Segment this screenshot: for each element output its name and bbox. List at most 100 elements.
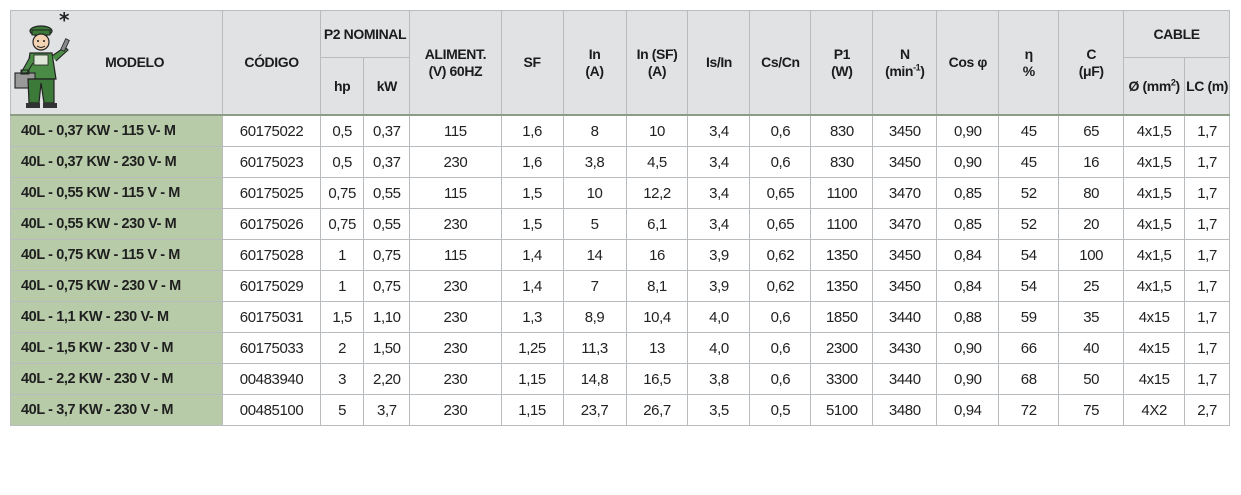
header-cs-cn: Cs/Cn bbox=[749, 10, 812, 116]
cell-diam: 4x1,5 bbox=[1123, 146, 1186, 178]
cell-hp: 0,5 bbox=[319, 146, 365, 178]
cell-isin: 3,4 bbox=[687, 114, 751, 147]
cell-diam: 4x15 bbox=[1123, 332, 1186, 364]
header-diam-close: ) bbox=[1175, 77, 1181, 94]
cell-cscn: 0,65 bbox=[749, 177, 812, 209]
cell-modelo: 40L - 2,2 KW - 230 V - M bbox=[9, 363, 224, 395]
header-in-line2: (A) bbox=[585, 62, 604, 79]
cell-p1: 1100 bbox=[810, 208, 874, 240]
cell-lc: 1,7 bbox=[1184, 146, 1230, 178]
cell-codigo: 60175029 bbox=[222, 270, 321, 302]
header-in: In (A) bbox=[562, 10, 627, 116]
cell-in: 7 bbox=[562, 270, 627, 302]
cell-n: 3430 bbox=[872, 332, 938, 364]
cell-modelo: 40L - 0,55 KW - 115 V - M bbox=[9, 177, 224, 209]
cell-hp: 2 bbox=[319, 332, 365, 364]
cell-in: 14 bbox=[562, 239, 627, 271]
cell-codigo: 60175023 bbox=[222, 146, 321, 178]
cell-eta: 54 bbox=[998, 270, 1060, 302]
table-row: 40L - 0,55 KW - 115 V - M 60175025 0,75 0,5… bbox=[9, 177, 1230, 209]
cell-lc: 1,7 bbox=[1184, 114, 1230, 147]
header-sf: SF bbox=[500, 10, 564, 116]
cell-lc: 1,7 bbox=[1184, 332, 1230, 364]
cell-in: 10 bbox=[562, 177, 627, 209]
cell-n: 3450 bbox=[872, 270, 938, 302]
header-c-line1: C bbox=[1086, 45, 1097, 62]
cell-lc: 1,7 bbox=[1184, 208, 1230, 240]
cell-c: 40 bbox=[1058, 332, 1125, 364]
header-aliment: ALIMENT. (V) 60HZ bbox=[409, 10, 502, 116]
header-eta-line2: % bbox=[1022, 62, 1035, 79]
header-in-sf-line2: (A) bbox=[647, 62, 667, 79]
cell-isin: 4,0 bbox=[687, 332, 751, 364]
cell-p1: 830 bbox=[810, 114, 874, 147]
header-cable: CABLE bbox=[1123, 10, 1230, 58]
cell-hp: 5 bbox=[319, 394, 365, 426]
cell-kw: 0,75 bbox=[363, 270, 411, 302]
cell-n: 3470 bbox=[872, 208, 938, 240]
cell-codigo: 00485100 bbox=[222, 394, 321, 426]
cell-cos: 0,90 bbox=[936, 146, 1000, 178]
cell-n: 3470 bbox=[872, 177, 938, 209]
cell-sf: 1,5 bbox=[500, 177, 564, 209]
cell-lc: 2,7 bbox=[1184, 394, 1230, 426]
cell-diam: 4x15 bbox=[1123, 363, 1186, 395]
cell-isin: 3,4 bbox=[687, 208, 751, 240]
pump-spec-table: * MODELO bbox=[9, 10, 1230, 426]
cell-eta: 45 bbox=[998, 146, 1060, 178]
cell-insf: 4,5 bbox=[625, 146, 689, 178]
cell-codigo: 00483940 bbox=[222, 363, 321, 395]
cell-in: 5 bbox=[562, 208, 627, 240]
cell-hp: 3 bbox=[319, 363, 365, 395]
cell-aliment: 230 bbox=[409, 332, 502, 364]
cell-aliment: 230 bbox=[409, 208, 502, 240]
cell-sf: 1,15 bbox=[500, 363, 564, 395]
cell-cos: 0,88 bbox=[936, 301, 1000, 333]
cell-n: 3480 bbox=[872, 394, 938, 426]
cell-in: 3,8 bbox=[562, 146, 627, 178]
cell-eta: 54 bbox=[998, 239, 1060, 271]
cell-modelo: 40L - 0,55 KW - 230 V- M bbox=[9, 208, 224, 240]
header-p1-line2: (W) bbox=[831, 62, 853, 79]
cell-modelo: 40L - 0,75 KW - 230 V - M bbox=[9, 270, 224, 302]
cell-p1: 1350 bbox=[810, 270, 874, 302]
cell-c: 65 bbox=[1058, 114, 1125, 147]
header-p2-nominal: P2 NOMINAL bbox=[319, 10, 411, 58]
cell-sf: 1,15 bbox=[500, 394, 564, 426]
cell-codigo: 60175028 bbox=[222, 239, 321, 271]
table-row: 40L - 0,75 KW - 115 V - M 60175028 1 0,75 11… bbox=[9, 239, 1230, 271]
cell-lc: 1,7 bbox=[1184, 177, 1230, 209]
cell-isin: 3,8 bbox=[687, 363, 751, 395]
cell-diam: 4x1,5 bbox=[1123, 208, 1186, 240]
header-c-line2: (μF) bbox=[1078, 62, 1104, 79]
cell-lc: 1,7 bbox=[1184, 270, 1230, 302]
header-lc: LC (m) bbox=[1184, 57, 1230, 116]
cell-kw: 0,55 bbox=[363, 208, 411, 240]
cell-modelo: 40L - 1,5 KW - 230 V - M bbox=[9, 332, 224, 364]
header-p1-line1: P1 bbox=[833, 45, 851, 62]
header-diam-label: Ø (mm bbox=[1128, 77, 1172, 94]
cell-c: 20 bbox=[1058, 208, 1125, 240]
cell-eta: 52 bbox=[998, 208, 1060, 240]
cell-c: 75 bbox=[1058, 394, 1125, 426]
cell-aliment: 230 bbox=[409, 146, 502, 178]
cell-cscn: 0,5 bbox=[749, 394, 812, 426]
cell-aliment: 230 bbox=[409, 363, 502, 395]
table-body: 40L - 0,37 KW - 115 V- M 60175022 0,5 0,37 1… bbox=[9, 114, 1230, 426]
table-row: 40L - 1,1 KW - 230 V- M 60175031 1,5 1,10 23… bbox=[9, 301, 1230, 333]
cell-sf: 1,6 bbox=[500, 146, 564, 178]
header-is-in: Is/In bbox=[687, 10, 751, 116]
cell-cscn: 0,6 bbox=[749, 114, 812, 147]
cell-cos: 0,85 bbox=[936, 177, 1000, 209]
cell-p1: 5100 bbox=[810, 394, 874, 426]
cell-in: 8 bbox=[562, 114, 627, 147]
cell-codigo: 60175031 bbox=[222, 301, 321, 333]
table-row: 40L - 0,37 KW - 230 V- M 60175023 0,5 0,37 2… bbox=[9, 146, 1230, 178]
cell-lc: 1,7 bbox=[1184, 239, 1230, 271]
cell-n: 3450 bbox=[872, 239, 938, 271]
header-aliment-line2: (V) 60HZ bbox=[428, 62, 483, 79]
cell-kw: 0,55 bbox=[363, 177, 411, 209]
table-row: 40L - 0,55 KW - 230 V- M 60175026 0,75 0,55… bbox=[9, 208, 1230, 240]
cell-insf: 6,1 bbox=[625, 208, 689, 240]
cell-isin: 3,4 bbox=[687, 146, 751, 178]
